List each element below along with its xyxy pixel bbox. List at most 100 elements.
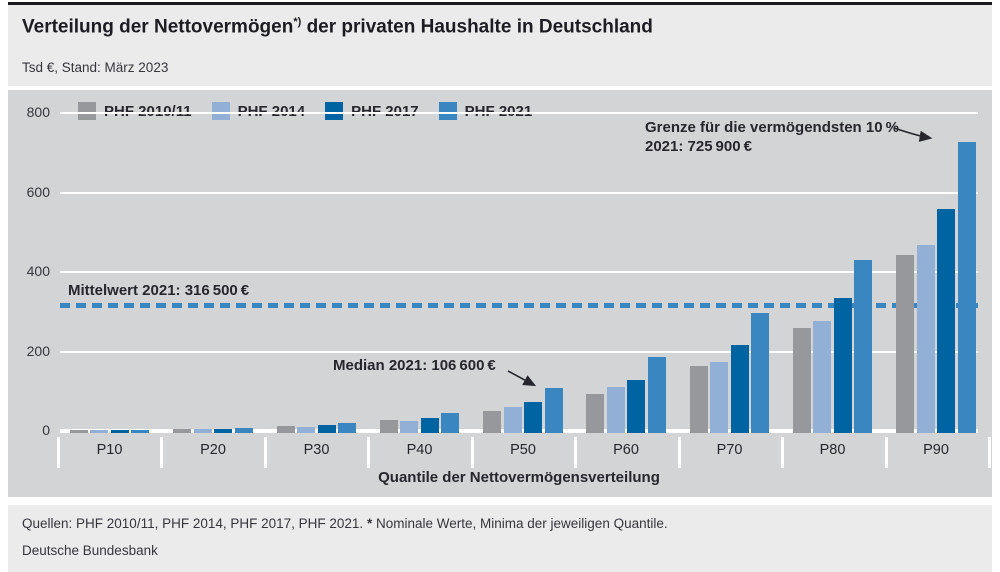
y-tick-label-400: 400 <box>26 263 50 279</box>
x-axis-tick <box>677 437 681 468</box>
footnote-marker: *) <box>293 16 302 28</box>
bar-phf-2010-11-p10 <box>69 430 88 433</box>
gridline-800 <box>60 112 978 114</box>
x-tick-label-p60: P60 <box>613 442 639 458</box>
legend-label: PHF 2017 <box>351 102 419 120</box>
bar-phf-2010-11-p30 <box>276 426 295 433</box>
bar-phf-2021-p30 <box>338 423 356 433</box>
bar-phf-2010-11-p40 <box>379 420 398 433</box>
bar-phf-2014-p30 <box>297 427 315 433</box>
y-tick-label-200: 200 <box>26 342 50 359</box>
legend-swatch-icon <box>325 102 344 120</box>
x-tick-label-p80: P80 <box>819 442 846 458</box>
bar-phf-2017-p10 <box>110 430 129 433</box>
gridline-200 <box>60 350 978 353</box>
bar-phf-2014-p70 <box>710 362 728 433</box>
bar-phf-2014-p80 <box>813 321 831 433</box>
x-tick-label-p70: P70 <box>716 442 743 458</box>
y-tick-label-800: 800 <box>26 104 50 120</box>
bar-phf-2017-p90 <box>937 209 955 433</box>
annotation-median: Median 2021: 106 600 € <box>333 357 496 374</box>
bar-phf-2014-p20 <box>193 429 212 433</box>
top-rule <box>8 2 992 5</box>
bar-phf-2014-p60 <box>606 387 625 433</box>
legend-label: PHF 2010/11 <box>104 102 192 120</box>
bar-phf-2010-11-p50 <box>483 411 501 433</box>
chart-header: Verteilung der Nettovermögen*) der priva… <box>8 5 992 86</box>
bar-phf-2021-p40 <box>441 413 459 433</box>
bar-phf-2021-p60 <box>647 357 666 433</box>
x-axis-title: Quantile der Nettovermögensverteilung <box>378 469 660 486</box>
x-tick-label-p30: P30 <box>303 442 330 458</box>
bar-phf-2017-p80 <box>833 298 852 433</box>
chart-title-main: Verteilung der Nettovermögen <box>22 16 294 38</box>
sources-line: Quellen: PHF 2010/11, PHF 2014, PHF 2017… <box>22 516 668 531</box>
bar-phf-2010-11-p60 <box>586 394 604 433</box>
x-axis-tick <box>56 437 60 468</box>
bar-phf-2017-p30 <box>317 425 336 433</box>
bar-phf-2017-p50 <box>524 402 542 433</box>
x-axis-tick <box>884 437 888 468</box>
x-axis-tick <box>367 437 371 468</box>
legend-swatch-icon <box>211 102 230 120</box>
y-tick-label-600: 600 <box>26 183 50 200</box>
bar-phf-2017-p70 <box>730 345 749 433</box>
bar-phf-2010-11-p70 <box>689 366 708 433</box>
legend-label: PHF 2021 <box>464 102 533 120</box>
note-text: Nominale Werte, Minima der jeweiligen Qu… <box>375 516 668 531</box>
gridline-600 <box>60 191 978 194</box>
bar-phf-2017-p40 <box>420 418 439 433</box>
chart-footer: Quellen: PHF 2010/11, PHF 2014, PHF 2017… <box>8 505 992 572</box>
plot-area: PHF 2010/11 PHF 2014 PHF 2017 PHF 2021 Quan… <box>8 90 992 497</box>
bar-phf-2017-p60 <box>627 380 645 433</box>
arrow-median-icon <box>507 370 537 387</box>
x-axis-tick <box>160 437 164 468</box>
x-axis-tick <box>470 437 474 468</box>
annotation-top10-threshold: Grenze für die vermögendsten 10 % 2021: … <box>645 118 899 156</box>
legend-label: PHF 2014 <box>237 102 306 120</box>
annotation-top10-line2: 2021: 725 900 € <box>645 138 752 155</box>
bar-phf-2010-11-p80 <box>792 328 811 433</box>
x-tick-label-p10: P10 <box>96 442 123 458</box>
bar-phf-2021-p80 <box>854 260 872 433</box>
legend-item-3: PHF 2017 <box>325 102 419 120</box>
bar-phf-2021-p20 <box>234 428 253 433</box>
bar-phf-2014-p50 <box>503 407 522 433</box>
legend-item-4: PHF 2021 <box>438 102 533 120</box>
bar-phf-2014-p40 <box>400 421 418 433</box>
gridline-400 <box>60 271 978 273</box>
publisher: Deutsche Bundesbank <box>22 543 158 558</box>
bar-phf-2010-11-p20 <box>173 429 191 433</box>
bar-phf-2010-11-p90 <box>896 255 914 433</box>
legend: PHF 2010/11 PHF 2014 PHF 2017 PHF 2021 <box>78 102 532 120</box>
x-tick-label-p50: P50 <box>510 442 536 458</box>
annotation-mean: Mittelwert 2021: 316 500 € <box>68 282 250 299</box>
legend-swatch-icon <box>438 102 457 120</box>
x-axis-tick <box>574 437 578 468</box>
x-axis-tick <box>988 437 992 468</box>
chart-title-tail: der privaten Haushalte in Deutschland <box>301 16 653 38</box>
legend-item-2: PHF 2014 <box>211 102 306 120</box>
x-tick-label-p40: P40 <box>406 442 433 458</box>
note-marker: * <box>366 516 373 531</box>
bar-phf-2014-p10 <box>90 430 108 433</box>
chart-title: Verteilung der Nettovermögen*) der priva… <box>22 16 653 38</box>
chart-subtitle: Tsd €, Stand: März 2023 <box>22 60 169 75</box>
bar-phf-2021-p10 <box>131 430 149 433</box>
x-tick-label-p20: P20 <box>200 442 226 458</box>
sources-text: Quellen: PHF 2010/11, PHF 2014, PHF 2017… <box>22 516 364 531</box>
bar-phf-2017-p20 <box>214 429 232 433</box>
y-tick-label-0: 0 <box>42 422 50 438</box>
arrow-top10-icon <box>893 127 933 142</box>
annotation-top10-line1: Grenze für die vermögendsten 10 % <box>645 119 899 136</box>
legend-swatch-icon <box>78 102 96 120</box>
bar-phf-2014-p90 <box>916 245 935 433</box>
x-axis-tick <box>263 437 267 468</box>
x-axis-tick <box>781 437 785 468</box>
bar-phf-2021-p70 <box>751 313 769 433</box>
x-tick-label-p90: P90 <box>923 442 949 458</box>
bar-phf-2021-p90 <box>957 142 976 433</box>
legend-item-1: PHF 2010/11 <box>78 102 192 120</box>
bar-phf-2021-p50 <box>544 388 563 433</box>
